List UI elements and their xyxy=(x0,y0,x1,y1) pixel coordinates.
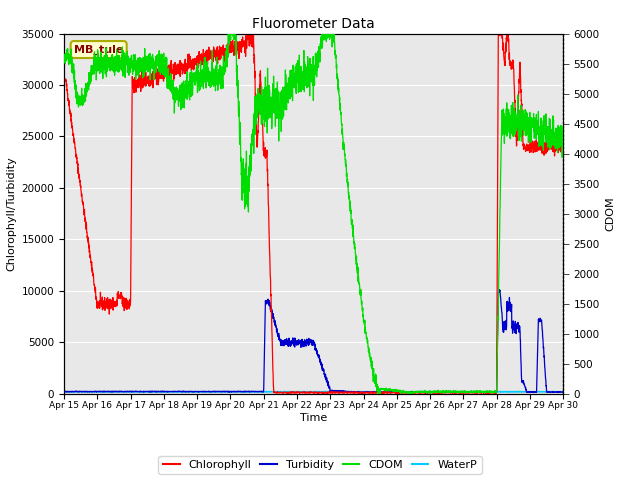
Legend: Chlorophyll, Turbidity, CDOM, WaterP: Chlorophyll, Turbidity, CDOM, WaterP xyxy=(159,456,481,474)
Chlorophyll xyxy=(244,21,252,27)
CDOM xyxy=(147,63,154,69)
Chlorophyll xyxy=(496,28,504,34)
WaterP xyxy=(117,389,125,395)
CDOM xyxy=(496,206,504,212)
Chlorophyll xyxy=(60,77,68,83)
Line: Turbidity: Turbidity xyxy=(64,289,563,393)
Chlorophyll xyxy=(252,91,259,96)
WaterP xyxy=(188,389,196,395)
Chlorophyll xyxy=(559,144,567,150)
WaterP xyxy=(252,389,259,395)
CDOM xyxy=(273,86,281,92)
Turbidity xyxy=(147,389,154,395)
WaterP xyxy=(449,389,457,395)
WaterP xyxy=(147,389,154,395)
CDOM xyxy=(252,96,259,102)
Turbidity xyxy=(496,288,504,293)
CDOM xyxy=(550,135,557,141)
X-axis label: Time: Time xyxy=(300,413,327,423)
Chlorophyll xyxy=(147,73,154,79)
CDOM xyxy=(230,24,237,29)
Title: Fluorometer Data: Fluorometer Data xyxy=(252,17,375,31)
Y-axis label: Chlorophyll/Turbidity: Chlorophyll/Turbidity xyxy=(6,156,16,271)
CDOM xyxy=(374,391,382,396)
Turbidity xyxy=(358,390,365,396)
Turbidity xyxy=(495,287,503,292)
CDOM xyxy=(117,61,125,67)
WaterP xyxy=(550,389,557,395)
Text: MB_tule: MB_tule xyxy=(74,44,124,55)
Turbidity xyxy=(559,389,567,395)
Chlorophyll xyxy=(117,295,125,301)
Y-axis label: CDOM: CDOM xyxy=(605,196,616,231)
Turbidity xyxy=(273,328,281,334)
WaterP xyxy=(60,389,68,395)
Turbidity xyxy=(550,389,557,395)
Turbidity xyxy=(60,389,68,395)
Line: CDOM: CDOM xyxy=(64,26,563,394)
WaterP xyxy=(559,389,567,395)
WaterP xyxy=(496,389,504,395)
Turbidity xyxy=(252,389,259,395)
WaterP xyxy=(273,389,281,395)
Line: Chlorophyll: Chlorophyll xyxy=(64,24,563,394)
Chlorophyll xyxy=(273,389,281,395)
Chlorophyll xyxy=(396,391,403,396)
CDOM xyxy=(559,132,567,137)
Turbidity xyxy=(117,389,125,395)
Chlorophyll xyxy=(550,142,557,148)
CDOM xyxy=(60,59,68,64)
